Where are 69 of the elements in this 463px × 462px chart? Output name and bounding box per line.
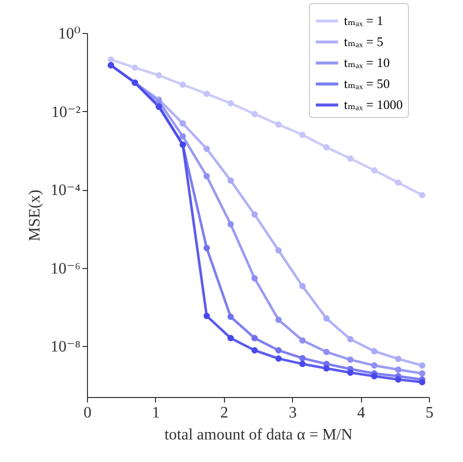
point [347, 155, 354, 162]
point [227, 221, 234, 228]
y-tick-label: 10⁻² [51, 104, 81, 121]
point [275, 316, 282, 323]
point [347, 336, 354, 342]
point [371, 362, 378, 369]
legend-label: tₘₐₓ = 10 [344, 55, 390, 70]
point [347, 369, 354, 376]
point [371, 373, 378, 380]
point [299, 360, 306, 368]
y-tick-label: 10⁻⁴ [50, 182, 81, 200]
point [275, 121, 282, 128]
point [251, 211, 258, 218]
point [227, 334, 234, 342]
point [395, 366, 402, 373]
point [323, 144, 330, 150]
point [323, 365, 330, 372]
point [132, 64, 138, 71]
point [275, 347, 282, 354]
point [251, 347, 258, 354]
legend-label: tₘₐₓ = 50 [344, 76, 390, 91]
point [180, 133, 186, 140]
y-tick-label: 10⁻⁸ [50, 338, 80, 356]
x-tick-label: 4 [357, 404, 366, 422]
point [347, 356, 354, 363]
x-tick-label: 5 [426, 404, 434, 422]
point [299, 282, 306, 290]
legend-label: tₘₐₓ = 1 [344, 13, 384, 28]
point [299, 337, 306, 344]
point [227, 100, 234, 106]
point [227, 314, 234, 320]
point [323, 348, 330, 356]
x-tick-label: 2 [220, 404, 228, 422]
point [251, 110, 258, 118]
point [275, 247, 282, 254]
point [419, 370, 426, 377]
point [275, 355, 282, 362]
legend-label: tₘₐₓ = 1000 [344, 97, 403, 112]
point [299, 355, 306, 362]
x-tick-label: 0 [84, 404, 92, 422]
x-axis-title: total amount of data α = M/N [164, 426, 353, 444]
point [251, 275, 258, 282]
x-tick-label: 1 [152, 404, 160, 422]
point [299, 132, 306, 138]
point [108, 56, 114, 63]
point [395, 376, 402, 383]
point [395, 179, 402, 186]
y-tick-label: 10⁰ [58, 26, 80, 42]
point [204, 312, 210, 320]
point [419, 362, 426, 369]
point [204, 172, 210, 180]
point [371, 348, 378, 354]
y-tick-label: 10⁻⁶ [50, 260, 80, 278]
point [156, 72, 162, 78]
point [419, 192, 426, 198]
point [395, 356, 402, 362]
point [204, 244, 210, 252]
point [180, 120, 186, 127]
point [227, 177, 234, 184]
point [251, 334, 258, 342]
point [180, 81, 186, 88]
point [204, 146, 210, 152]
legend-label: tₘₐₓ = 5 [344, 34, 384, 49]
point [323, 315, 330, 322]
x-tick-label: 3 [288, 404, 297, 422]
point [371, 167, 378, 174]
point [204, 90, 210, 97]
point [419, 378, 426, 386]
y-axis-title: MSE(x) [26, 190, 44, 242]
